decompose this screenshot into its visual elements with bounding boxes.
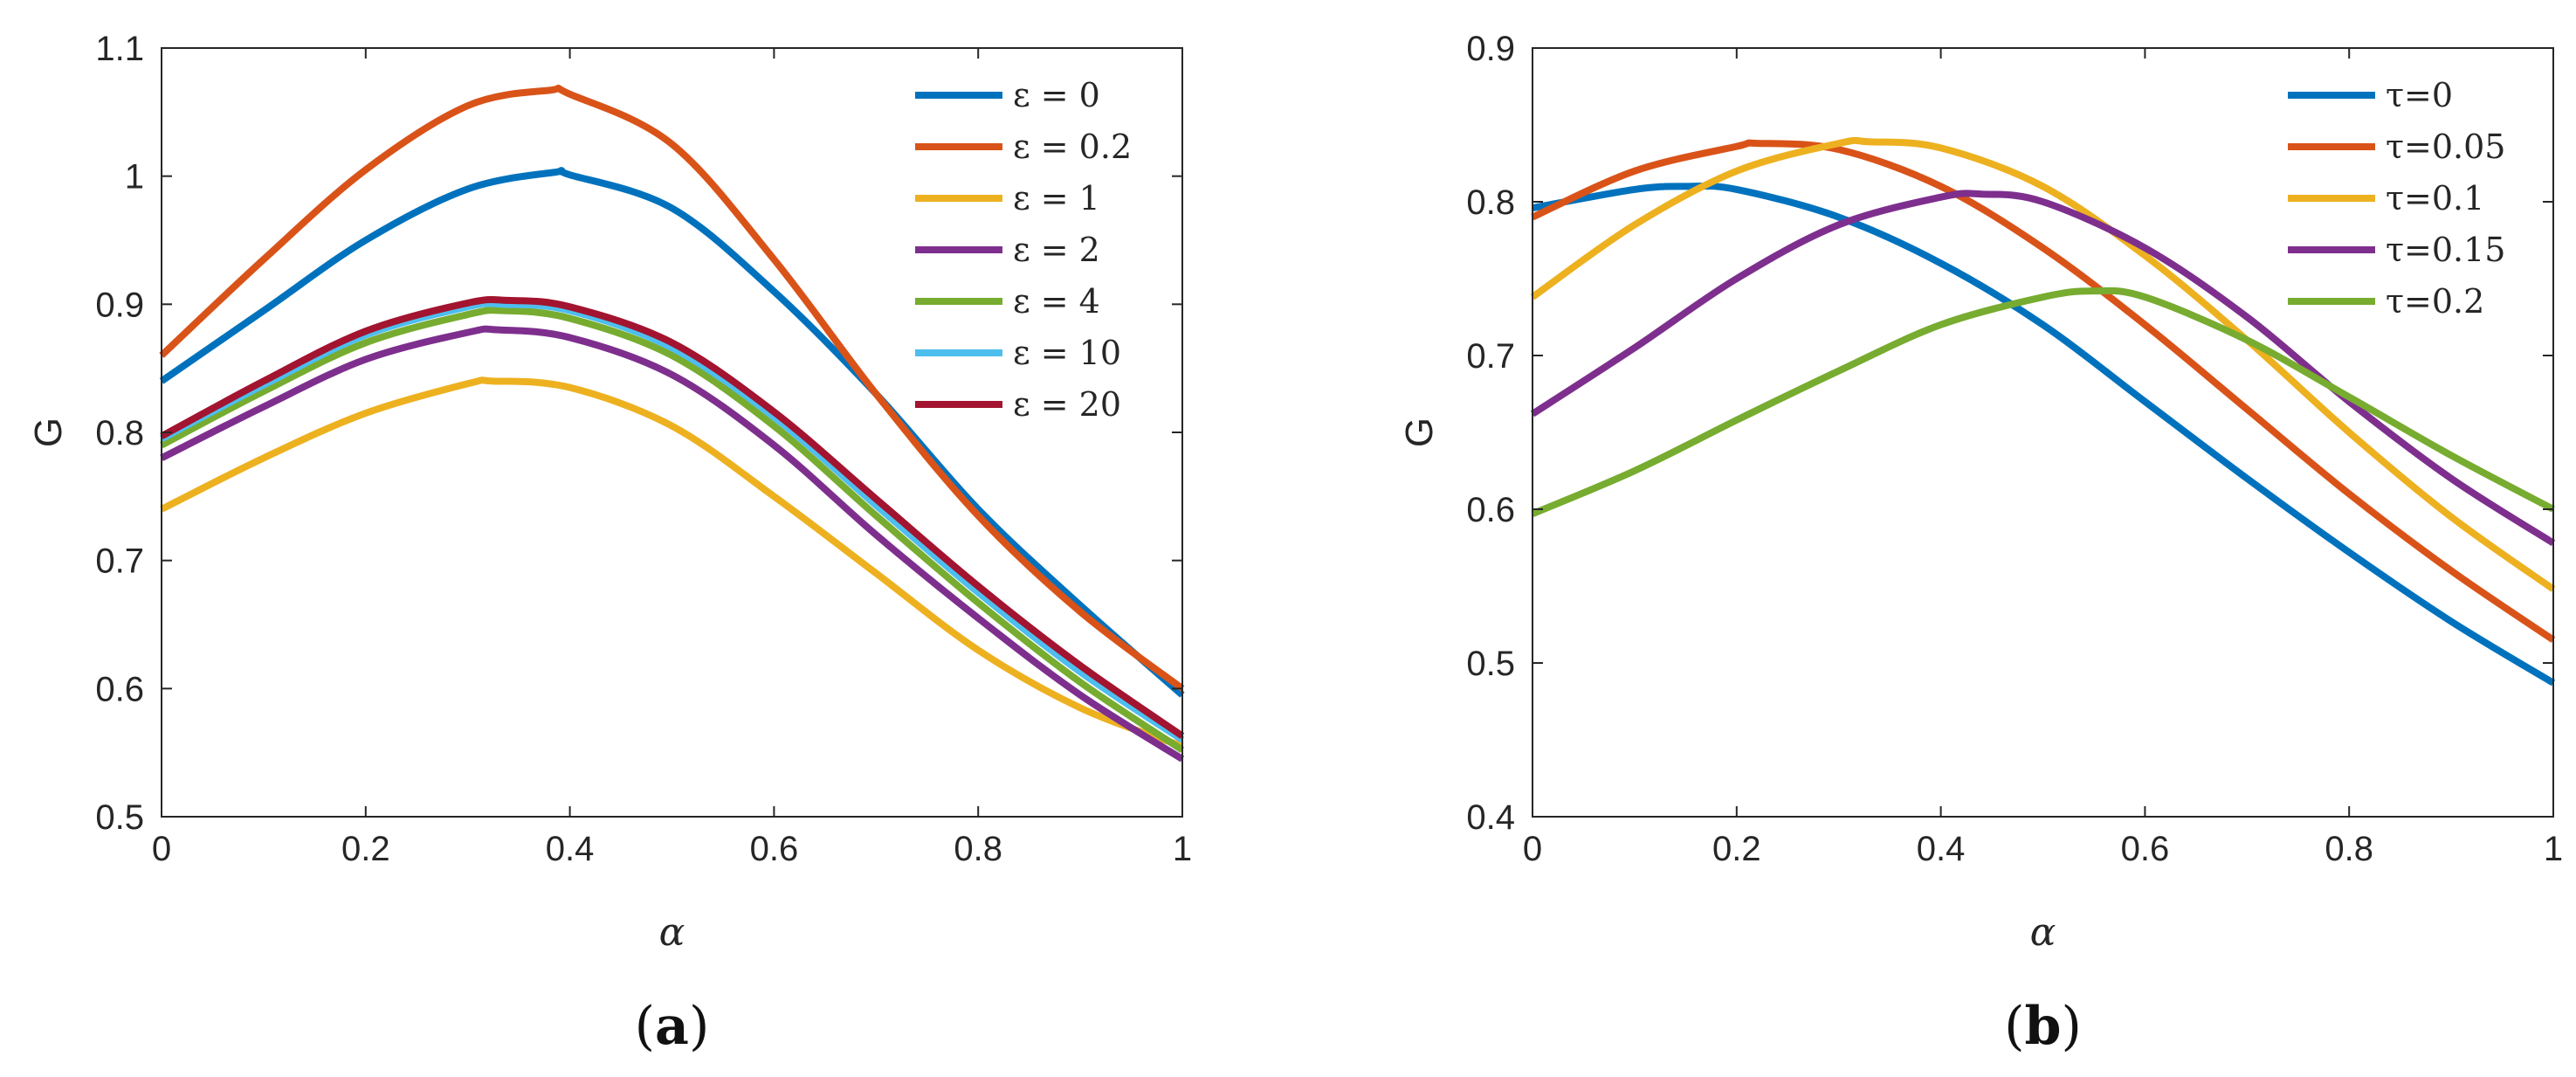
panel-a-plot-frame [161, 47, 1183, 818]
panel-a-series-line-4 [160, 307, 1185, 754]
panel-b-x-tick-label: 0.8 [2325, 830, 2373, 868]
panel-a-legend-label: ε = 1 [1013, 179, 1100, 217]
panel-b-y-axis-label: G [1398, 418, 1441, 447]
panel-b-x-tick-label: 0.4 [1917, 830, 1966, 868]
panel-b-x-tick-label: 0.2 [1712, 830, 1761, 868]
panel-a-legend-label: ε = 4 [1013, 282, 1100, 321]
panel-b-legend-label: τ=0.2 [2386, 282, 2484, 321]
panel-a-x-tick-label: 0 [152, 830, 171, 868]
panel-b-series-line-3 [1530, 190, 2556, 547]
panel-a-series-line-1 [159, 84, 1185, 692]
panel-b-ticks: 0 0.2 0.4 0.6 0.8 1 0.4 0.5 0.6 0.7 0.8 0.9 [1466, 30, 2563, 868]
panel-a-series-line-2 [160, 376, 1184, 750]
panel-b-y-tick-label: 0.6 [1466, 491, 1515, 529]
panel-b-label: (b) [2004, 996, 2082, 1057]
panel-a-x-tick-label: 0.2 [341, 830, 390, 868]
panel-a-chart: 0 0.2 0.4 0.6 0.8 1 0.5 0.6 0.7 0.8 0.9 1 1.1 α G ε … [27, 30, 1192, 1057]
panel-a-label: (a) [635, 996, 710, 1057]
panel-b-legend-label: τ=0.05 [2386, 128, 2505, 166]
panel-a-legend-label: ε = 0 [1013, 76, 1100, 114]
panel-a-x-tick-label: 0.4 [546, 830, 595, 868]
panel-a-series-line-0 [159, 167, 1185, 698]
panel-b-y-tick-label: 0.5 [1466, 645, 1515, 683]
panel-a-y-tick-label: 0.9 [95, 286, 144, 324]
panel-a-y-tick-label: 1 [125, 158, 144, 197]
panel-a-x-tick-label: 0.6 [750, 830, 799, 868]
panel-a-series-line-6 [160, 295, 1185, 739]
panel-b-x-tick-label: 0 [1523, 830, 1542, 868]
panel-b-plot-frame [1532, 47, 2554, 818]
panel-a-y-tick-label: 1.1 [95, 30, 144, 68]
panel-b-legend: τ=0 τ=0.05 τ=0.1 τ=0.15 τ=0.2 [2288, 76, 2505, 321]
panel-a-legend-label: ε = 2 [1013, 231, 1100, 269]
panel-a-legend-label: ε = 20 [1013, 385, 1121, 424]
panel-a-series [159, 84, 1185, 763]
panel-b-y-tick-label: 0.4 [1466, 798, 1515, 837]
panel-b-x-axis-label: α [2030, 910, 2056, 955]
panel-a-y-tick-label: 0.7 [95, 542, 144, 581]
panel-b-y-tick-label: 0.8 [1466, 183, 1515, 222]
panel-b-series-line-1 [1531, 139, 2556, 643]
panel-a-ticks: 0 0.2 0.4 0.6 0.8 1 0.5 0.6 0.7 0.8 0.9 1 1.1 [95, 30, 1192, 868]
panel-a-legend-label: ε = 10 [1013, 334, 1121, 372]
panel-b-legend-label: τ=0.15 [2386, 231, 2505, 269]
panel-b-x-tick-label: 0.6 [2121, 830, 2170, 868]
panel-a-y-tick-label: 0.6 [95, 670, 144, 708]
panel-b-series-line-4 [1531, 287, 2555, 517]
panel-a-y-tick-label: 0.5 [95, 798, 144, 837]
panel-b-x-tick-label: 1 [2544, 830, 2563, 868]
panel-a-y-tick-label: 0.8 [95, 414, 144, 452]
panel-a-x-tick-label: 0.8 [954, 830, 1002, 868]
panel-b-series-line-2 [1530, 136, 2556, 592]
panel-a-y-axis-label: G [27, 418, 70, 447]
panel-a-legend-label: ε = 0.2 [1013, 128, 1132, 166]
panel-b-chart: 0 0.2 0.4 0.6 0.8 1 0.4 0.5 0.6 0.7 0.8 0.9 α G τ=0… [1398, 30, 2563, 1057]
panel-b-legend-label: τ=0 [2386, 76, 2453, 114]
panel-b-y-tick-label: 0.9 [1466, 30, 1515, 68]
panel-b-series-line-0 [1532, 182, 2556, 687]
panel-a-series-line-3 [160, 325, 1185, 763]
panel-b-series [1530, 136, 2556, 687]
panel-a-legend: ε = 0 ε = 0.2 ε = 1 ε = 2 ε = 4 ε = 10 ε = 20 [915, 76, 1132, 424]
panel-b-legend-label: τ=0.1 [2386, 179, 2484, 217]
panel-a-x-tick-label: 1 [1173, 830, 1192, 868]
panel-b-y-tick-label: 0.7 [1466, 337, 1515, 376]
panel-a-x-axis-label: α [659, 910, 685, 955]
